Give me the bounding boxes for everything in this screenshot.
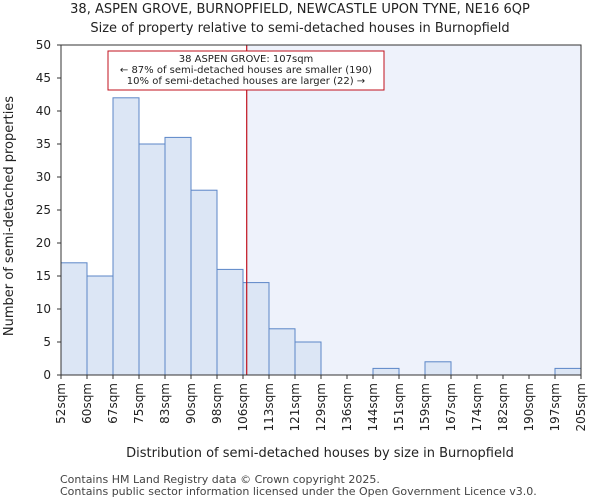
y-tick-label: 20 [36,236,51,250]
x-tick-label: 75sqm [132,383,146,424]
x-tick-label: 90sqm [184,383,198,424]
bar-90sqm [190,189,218,376]
y-tick-label: 35 [36,137,51,151]
y-tick-label: 15 [36,269,51,283]
x-tick-label: 129sqm [314,383,328,431]
chart-title: 38, ASPEN GROVE, BURNOPFIELD, NEWCASTLE … [70,2,530,17]
y-tick-label: 5 [43,335,51,349]
footer-line-1: Contains HM Land Registry data © Crown c… [60,473,380,486]
y-tick-label: 10 [36,302,51,316]
x-tick-label: 182sqm [496,383,510,431]
x-tick-label: 205sqm [574,383,588,431]
larger-region-highlight [246,45,581,375]
x-tick-label: 136sqm [340,383,354,431]
bar-113sqm [268,328,296,376]
annotation-line-1: 38 ASPEN GROVE: 107sqm [179,54,314,65]
y-tick-label: 0 [43,368,51,382]
y-tick-label: 30 [36,170,51,184]
x-tick-label: 144sqm [366,383,380,431]
x-tick-label: 151sqm [392,383,406,431]
x-tick-label: 52sqm [54,383,68,424]
bar-60sqm [86,275,114,376]
plot-area: 0 5 10 15 20 25 30 35 40 45 50 52sqm 60sqm 67sqm 75sq… [36,38,588,431]
y-tick-label: 45 [36,71,51,85]
y-axis-label: Number of semi-detached properties [2,96,17,336]
y-tick-label: 25 [36,203,51,217]
x-tick-label: 167sqm [444,383,458,431]
x-tick-label: 106sqm [236,383,250,431]
annotation-box [107,50,385,91]
bar-83sqm [164,136,192,376]
bar-144sqm [372,367,400,376]
x-tick-label: 60sqm [80,383,94,424]
x-tick-label: 174sqm [470,383,484,431]
bar-98sqm [216,268,244,376]
x-tick-label: 67sqm [106,383,120,424]
x-tick-label: 98sqm [210,383,224,424]
bar-67sqm [112,97,140,376]
x-tick-label: 121sqm [288,383,302,431]
bar-159sqm [424,361,452,376]
x-tick-label: 83sqm [158,383,172,424]
y-tick-label: 40 [36,104,51,118]
y-tick-label: 50 [36,38,51,52]
marker-annotation: 38 ASPEN GROVE: 107sqm ← 87% of semi-det… [107,50,385,91]
x-tick-label: 197sqm [548,383,562,431]
annotation-line-3: 10% of semi-detached houses are larger (… [127,76,365,87]
chart-subtitle: Size of property relative to semi-detach… [90,21,509,36]
x-axis-label: Distribution of semi-detached houses by … [126,446,514,461]
bar-75sqm [138,143,166,376]
bar-106sqm [242,282,270,376]
annotation-line-2: ← 87% of semi-detached houses are smalle… [120,65,372,76]
footer-line-2: Contains public sector information licen… [60,485,537,498]
bar-197sqm [554,367,582,376]
x-tick-label: 159sqm [418,383,432,431]
x-tick-label: 113sqm [262,383,276,431]
x-tick-label: 190sqm [522,383,536,431]
bar-52sqm [60,262,88,376]
bar-121sqm [294,341,322,376]
